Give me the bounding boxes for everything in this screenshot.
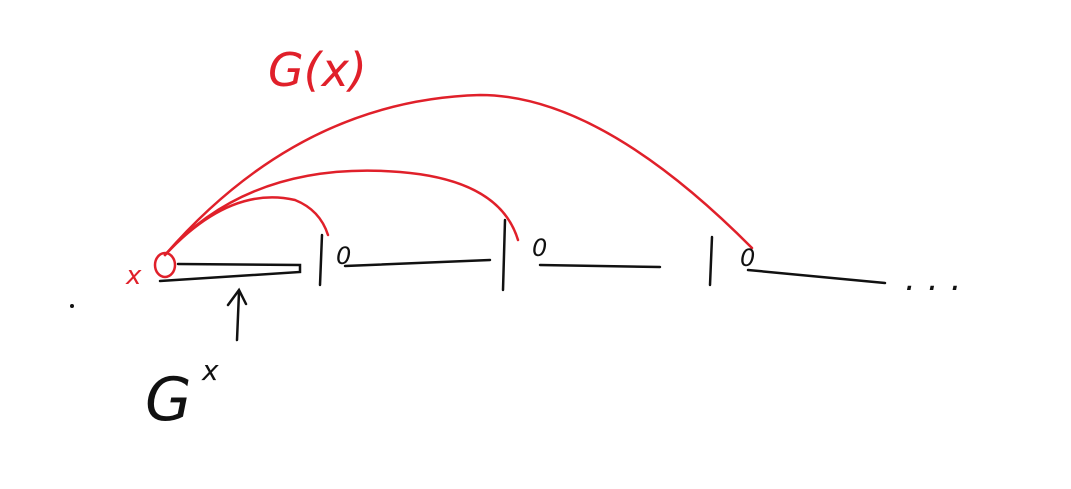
dot xyxy=(70,304,74,308)
zero-label: 0 xyxy=(740,244,755,272)
start-circle xyxy=(153,251,177,279)
divider-3 xyxy=(708,235,714,287)
zero-label: 0 xyxy=(532,234,547,262)
segment-1 xyxy=(343,258,492,268)
arc-3 xyxy=(163,93,754,257)
segment-2 xyxy=(538,263,662,269)
top-label: G(x) xyxy=(268,43,367,97)
divider-1 xyxy=(318,233,324,287)
bottom-label: G xyxy=(145,365,192,435)
arrow xyxy=(226,287,248,342)
zero-label: 0 xyxy=(336,242,351,270)
segment-3 xyxy=(746,268,887,285)
bottom-superscript: x xyxy=(201,354,219,387)
ellipsis: ... xyxy=(905,259,973,299)
segment-0 xyxy=(158,262,302,283)
divider-2 xyxy=(501,218,507,292)
start-label: x xyxy=(125,261,142,291)
arc-2 xyxy=(163,169,520,257)
